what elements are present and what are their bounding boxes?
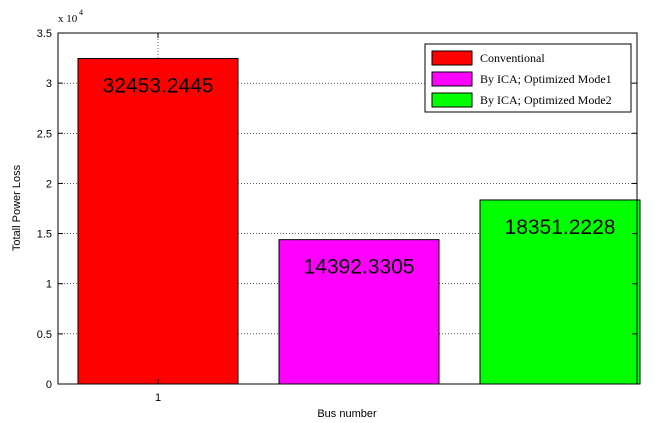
bar-value-label: 18351.2228: [505, 216, 616, 239]
y-axis-label: Totall Power Loss: [11, 164, 23, 251]
bar-3: [479, 199, 641, 385]
bar-value-label: 32453.2445: [103, 75, 214, 98]
y-tick-label: 0.5: [37, 329, 52, 341]
bar-1: [77, 58, 239, 385]
bar-value-label: 14392.3305: [304, 256, 415, 279]
y-tick-label: 1: [46, 279, 52, 291]
legend-entry-label: Conventional: [480, 51, 545, 65]
y-tick-label: 2.5: [37, 128, 52, 140]
bar-2: [278, 239, 440, 385]
legend-swatch: [431, 92, 473, 108]
x-axis-label: Bus number: [317, 408, 377, 420]
y-tick-label: 0: [46, 379, 52, 391]
bars: [77, 58, 641, 385]
y-exponent-prefix: x 10: [58, 13, 78, 25]
legend-entry-label: By ICA; Optimized Mode2: [480, 93, 612, 107]
data-labels: 32453.2445 14392.3305 18351.2228: [103, 75, 616, 279]
y-tick-label: 3.5: [37, 28, 52, 40]
legend: Conventional By ICA; Optimized Mode1 By IC…: [424, 43, 632, 113]
y-exponent-power: 4: [79, 8, 83, 17]
y-tick-label: 3: [46, 78, 52, 90]
legend-swatch: [431, 50, 473, 66]
y-tick-label: 1.5: [37, 229, 52, 241]
y-tick-label: 2: [46, 178, 52, 190]
x-tick-label: 1: [155, 392, 161, 404]
legend-entry-label: By ICA; Optimized Mode1: [480, 72, 612, 86]
x-axis-ticks: 1: [155, 33, 161, 404]
legend-swatch: [431, 71, 473, 87]
y-axis-ticks: 0 0.5 1 1.5 2 2.5 3 3.5: [37, 28, 637, 391]
plot-frame: [57, 32, 638, 385]
